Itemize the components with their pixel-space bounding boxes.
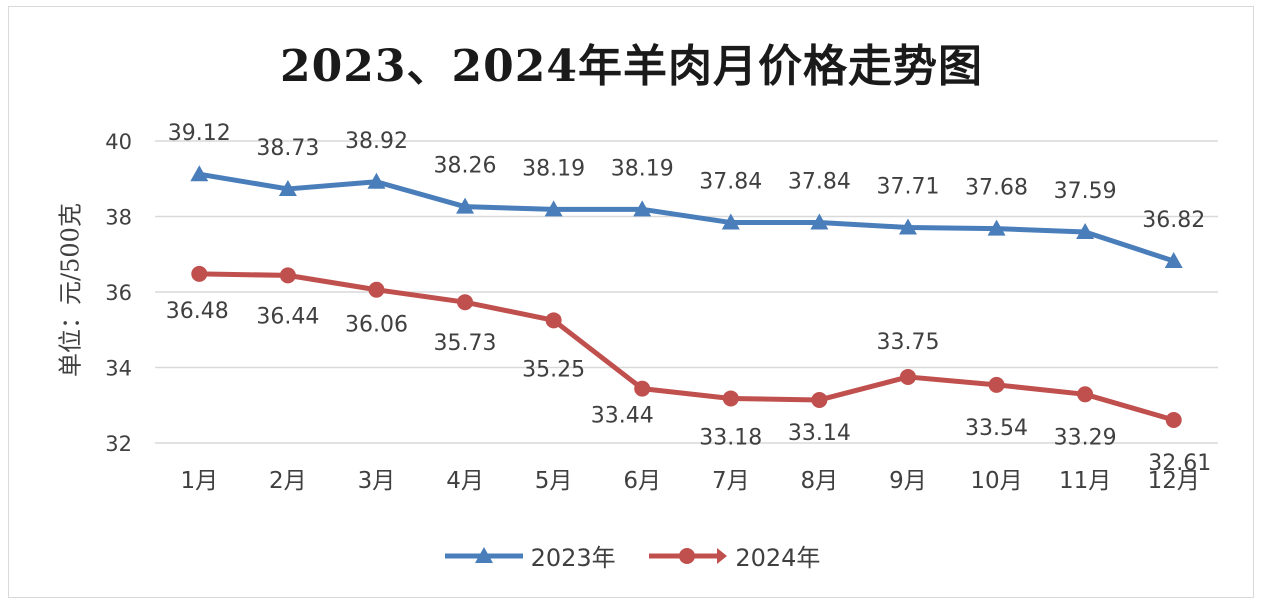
data-point-2024 — [191, 265, 208, 282]
series-line-2023 — [198, 171, 1175, 264]
x-tick-label: 12月 — [1148, 468, 1200, 494]
data-label: 38.19 — [611, 156, 674, 181]
data-label: 33.44 — [591, 404, 654, 429]
data-point-2024 — [722, 390, 739, 407]
data-point-2024 — [279, 267, 296, 284]
data-label: 32.61 — [1148, 451, 1211, 476]
data-label: 36.06 — [345, 313, 408, 338]
data-label: 37.68 — [965, 176, 1028, 201]
data-label: 37.59 — [1054, 179, 1117, 204]
chart-title: 2023、2024年羊肉月价格走势图 — [280, 41, 983, 92]
data-label: 35.25 — [522, 357, 585, 382]
data-point-2024 — [368, 281, 385, 298]
y-tick-label: 32 — [105, 432, 132, 456]
data-point-2023 — [1076, 222, 1095, 239]
data-label: 33.54 — [965, 416, 1028, 441]
data-point-2023 — [544, 200, 563, 217]
data-label: 33.18 — [699, 425, 762, 450]
y-tick-label: 40 — [105, 130, 132, 154]
legend-item-2024: 2024年 — [647, 538, 820, 573]
data-label: 39.12 — [168, 121, 231, 146]
data-point-2023 — [456, 197, 475, 214]
data-label: 38.19 — [522, 156, 585, 181]
data-label: 36.48 — [166, 299, 229, 324]
x-tick-label: 2月 — [269, 468, 307, 494]
x-tick-label: 4月 — [446, 468, 484, 494]
data-point-2023 — [278, 179, 297, 196]
legend: 2023年 2024年 — [0, 538, 1263, 574]
data-label: 37.84 — [699, 170, 762, 195]
x-tick-label: 3月 — [358, 468, 396, 494]
data-label: 33.75 — [876, 330, 939, 355]
data-label: 36.82 — [1142, 208, 1205, 233]
data-point-2024 — [634, 380, 651, 397]
x-tick-label: 8月 — [801, 468, 839, 494]
x-tick-label: 9月 — [889, 468, 927, 494]
series-line-2024 — [199, 271, 1175, 423]
data-label: 38.92 — [345, 129, 408, 154]
data-label: 33.29 — [1054, 425, 1117, 450]
legend-marker-2024 — [649, 547, 728, 564]
data-point-2023 — [810, 213, 829, 230]
legend-item-2023: 2023年 — [443, 538, 616, 573]
data-point-2023 — [1164, 252, 1183, 269]
y-tick-label: 38 — [105, 206, 132, 230]
data-point-2024 — [988, 376, 1005, 393]
x-tick-label: 11月 — [1059, 468, 1111, 494]
data-point-2024 — [899, 368, 916, 385]
y-tick-label: 34 — [105, 357, 132, 381]
data-point-2023 — [721, 213, 740, 230]
x-tick-label: 6月 — [623, 468, 661, 494]
x-tick-label: 1月 — [180, 468, 218, 494]
data-point-2023 — [190, 165, 209, 182]
data-point-2023 — [987, 219, 1006, 236]
data-label: 36.44 — [256, 304, 319, 329]
legend-label-2023: 2023年 — [530, 544, 616, 572]
chart-frame — [8, 6, 1254, 598]
legend-label-2024: 2024年 — [735, 544, 821, 572]
data-label: 37.84 — [788, 170, 851, 195]
data-point-2024 — [1165, 411, 1182, 428]
data-point-2023 — [898, 218, 917, 235]
data-label: 38.26 — [434, 154, 497, 179]
data-point-2024 — [545, 312, 562, 329]
x-tick-label: 10月 — [970, 468, 1022, 494]
data-point-2023 — [633, 200, 652, 217]
data-label: 38.73 — [256, 136, 319, 161]
legend-marker-2023 — [444, 546, 523, 563]
data-label: 33.14 — [788, 421, 851, 446]
data-point-2023 — [367, 172, 386, 189]
x-tick-label: 7月 — [712, 468, 750, 494]
data-point-2024 — [457, 294, 474, 311]
data-label: 37.71 — [876, 174, 939, 199]
y-tick-label: 36 — [105, 281, 132, 305]
data-point-2024 — [811, 391, 828, 408]
data-point-2024 — [1077, 386, 1094, 403]
x-tick-label: 5月 — [535, 468, 573, 494]
data-label: 35.73 — [434, 331, 497, 356]
